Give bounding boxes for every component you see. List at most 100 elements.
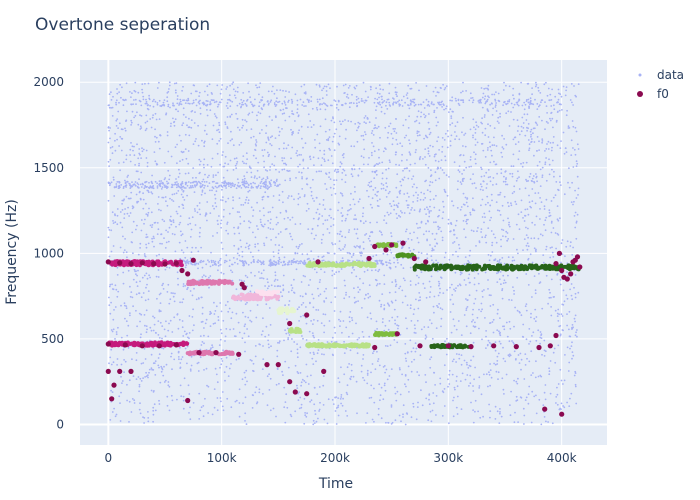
data-point — [423, 326, 426, 328]
data-point — [213, 207, 216, 210]
data-point — [364, 115, 367, 117]
data-point — [120, 96, 122, 99]
data-point — [507, 217, 509, 220]
data-point — [518, 150, 521, 153]
data-point — [442, 292, 445, 294]
data-point — [335, 396, 338, 398]
data-point — [150, 211, 153, 214]
data-point — [320, 242, 323, 244]
data-point — [136, 170, 139, 173]
data-point — [230, 317, 233, 320]
data-point — [274, 274, 277, 277]
data-point — [294, 223, 297, 226]
data-point — [144, 299, 147, 302]
data-point — [303, 194, 306, 196]
data-point — [378, 268, 381, 271]
data-point — [331, 399, 334, 401]
data-point — [463, 228, 465, 231]
data-point — [407, 238, 410, 240]
data-point — [169, 219, 171, 221]
data-point — [472, 230, 475, 233]
data-point — [108, 93, 111, 95]
data-point — [353, 287, 355, 290]
data-point — [393, 98, 395, 100]
data-point — [307, 383, 310, 385]
data-point — [332, 117, 334, 120]
data-point — [123, 302, 126, 305]
data-point — [500, 283, 502, 286]
data-point — [168, 226, 171, 229]
data-point — [198, 297, 200, 300]
data-point — [400, 159, 403, 162]
data-point — [228, 265, 231, 267]
data-point — [349, 204, 352, 206]
data-point — [159, 242, 162, 245]
data-point — [123, 198, 125, 201]
data-point — [284, 96, 287, 98]
data-point — [163, 365, 165, 368]
data-point — [184, 347, 187, 350]
data-point — [548, 211, 551, 214]
data-point — [470, 229, 473, 232]
data-point — [553, 170, 555, 173]
data-point — [162, 101, 165, 104]
data-point — [254, 236, 257, 239]
data-point — [252, 181, 255, 184]
data-point — [281, 102, 284, 105]
data-point — [138, 383, 141, 386]
data-point — [537, 89, 540, 92]
data-point — [497, 116, 500, 119]
data-point — [344, 284, 346, 287]
data-point — [197, 250, 200, 253]
data-point — [550, 231, 553, 234]
data-point — [530, 312, 532, 315]
data-point — [154, 128, 157, 131]
data-point — [130, 411, 133, 413]
data-point — [493, 136, 495, 139]
data-point — [232, 257, 235, 259]
data-point — [398, 287, 400, 290]
data-point — [215, 305, 218, 308]
data-point — [255, 139, 257, 141]
data-point — [188, 315, 191, 317]
data-point — [509, 327, 512, 330]
data-point — [472, 134, 474, 137]
data-point — [274, 261, 277, 263]
data-point — [512, 138, 515, 141]
data-point — [133, 268, 136, 271]
data-point — [510, 102, 513, 105]
data-point — [404, 423, 407, 426]
data-point — [264, 184, 267, 187]
data-point — [143, 422, 146, 424]
data-point — [533, 154, 535, 157]
data-point — [364, 133, 367, 136]
data-point — [338, 135, 341, 138]
data-point — [175, 82, 178, 85]
data-point — [435, 232, 438, 235]
data-point — [136, 274, 139, 277]
data-point — [519, 352, 522, 355]
data-point — [554, 95, 557, 98]
data-point — [290, 157, 292, 160]
data-point — [258, 86, 261, 89]
data-point — [269, 409, 272, 412]
data-point — [178, 104, 180, 106]
data-point — [395, 93, 398, 96]
data-point — [368, 284, 371, 286]
data-point — [296, 308, 299, 311]
data-point — [345, 217, 347, 220]
data-point — [238, 102, 241, 105]
data-point — [474, 321, 476, 324]
data-point — [353, 164, 355, 167]
data-point — [262, 263, 265, 266]
data-point — [508, 225, 511, 228]
data-point — [276, 185, 278, 188]
data-point — [391, 421, 394, 424]
data-point — [305, 363, 308, 366]
data-point — [227, 310, 230, 313]
data-point — [136, 143, 138, 146]
data-point — [574, 383, 577, 386]
data-point — [292, 113, 295, 116]
data-point — [473, 209, 476, 212]
data-point — [267, 90, 270, 93]
